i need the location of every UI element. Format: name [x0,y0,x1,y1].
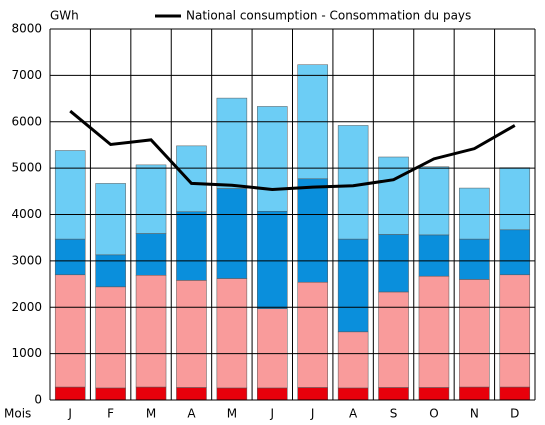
x-tick-label: M [227,407,237,421]
bar-segment [176,211,207,281]
bar-segment [378,234,409,293]
bar-segment [499,229,531,276]
x-tick-label: A [349,407,358,421]
bar-segment [337,125,369,240]
x-tick-label: D [510,407,519,421]
x-tick-label: A [187,407,196,421]
legend-label: National consumption - Consommation du p… [186,9,471,23]
bar-segment [95,183,126,256]
bar-segment [95,387,126,401]
y-tick-label: 2000 [11,300,42,314]
bar-segment [176,387,207,401]
bar-segment [135,164,167,234]
bar-segment [135,386,167,401]
x-tick-label: J [67,407,72,421]
bar-segment [257,387,288,401]
bar-segment [54,150,86,240]
bar-segment [378,291,409,388]
bar-segment [54,274,86,388]
bar-segment [337,387,369,401]
bar-segment [216,387,248,401]
bar-segment [499,167,531,231]
x-axis-label: Mois [4,407,31,421]
bar-segment [378,387,409,401]
bar-segment [95,254,126,288]
bar-segment [216,97,248,189]
bar-segment [176,280,207,388]
bar-segment [378,156,409,235]
y-tick-label: 6000 [11,114,42,128]
x-tick-label: F [107,407,114,421]
consumption-line [69,109,516,191]
x-tick-label: S [390,407,398,421]
x-tick-label: J [270,407,275,421]
bar-segment [337,331,369,389]
bar-segment [418,387,450,401]
x-tick-label: N [470,407,479,421]
bar-segment [459,187,490,240]
x-tick-label: M [146,407,156,421]
bar-segment [257,211,288,309]
bar-segment [135,233,167,276]
y-tick-label: 5000 [11,161,42,175]
bar-segment [459,238,490,280]
x-tick-label: J [310,407,315,421]
bar-segment [135,275,167,388]
bar-segment [499,274,531,388]
y-tick-label: 8000 [11,22,42,36]
bar-segment [418,234,450,277]
bar-segment [297,387,328,401]
y-tick-label: 1000 [11,346,42,360]
y-unit: GWh [50,9,79,23]
bar-segment [257,106,288,212]
y-tick-label: 0 [34,393,42,407]
bar-segment [54,386,86,401]
bar-segment [459,279,490,388]
bar-segment [418,275,450,388]
bar-segment [459,386,490,401]
y-tick-label: 4000 [11,207,42,221]
bar-segment [216,278,248,389]
x-tick-label: O [429,407,438,421]
y-tick-label: 3000 [11,253,42,267]
y-tick-label: 7000 [11,68,42,82]
bar-segment [499,386,531,401]
bar-segment [216,188,248,279]
bar-segment [54,238,86,276]
bar-segment [297,178,328,283]
bar-segment [95,286,126,389]
bar-segment [297,281,328,388]
bar-segment [418,166,450,236]
bar-segment [176,145,207,212]
bar-segment [337,238,369,333]
bar-segment [257,308,288,389]
